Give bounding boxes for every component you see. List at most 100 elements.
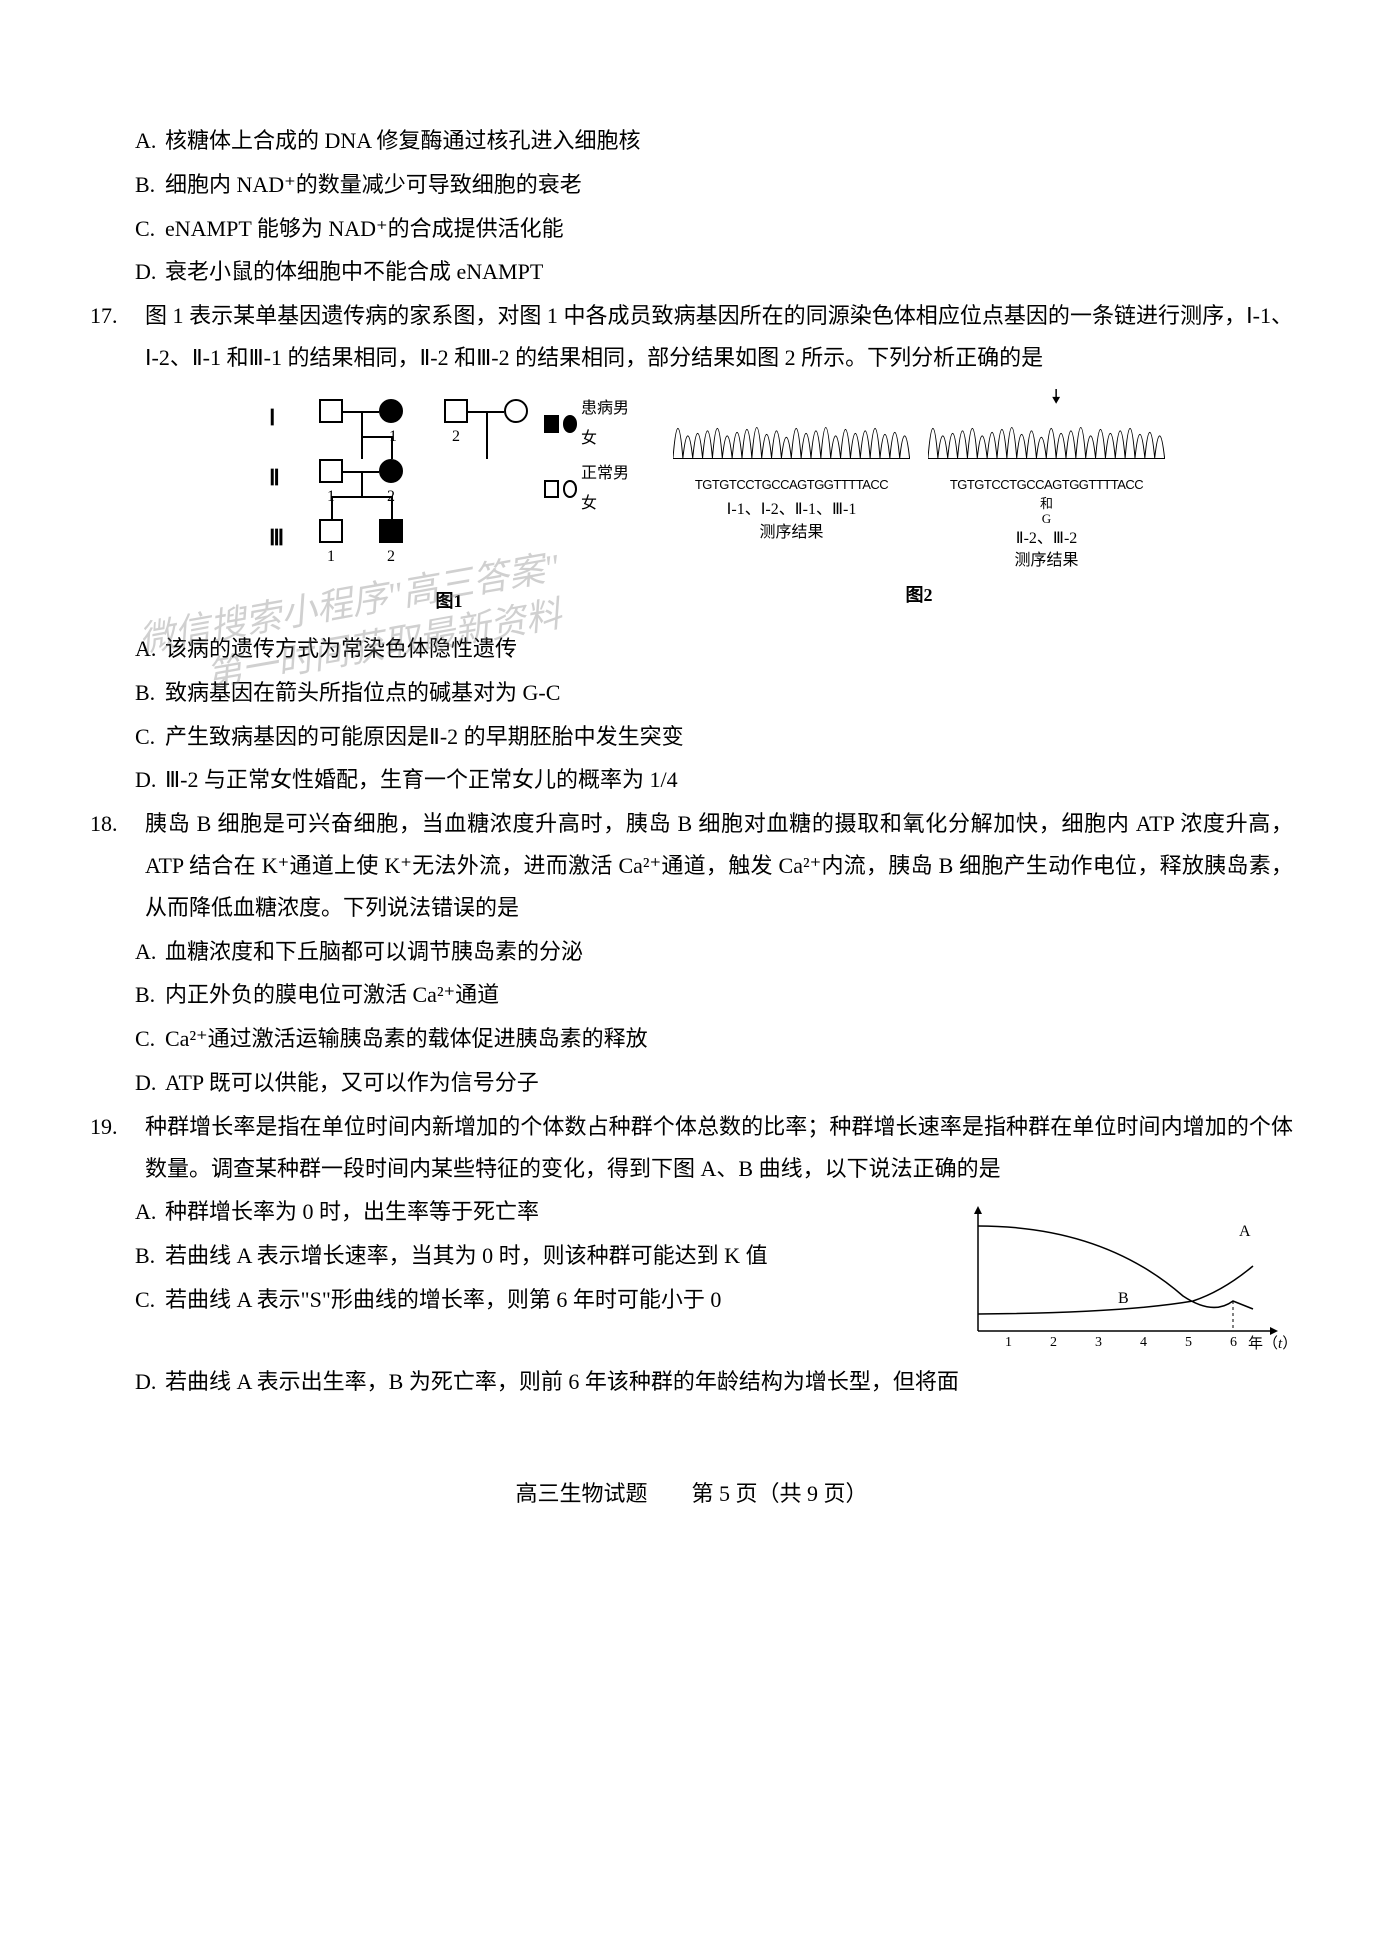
- gen-label-1: Ⅰ: [269, 397, 276, 439]
- q19-option-c: C. 若曲线 A 表示"S"形曲线的增长率，则第 6 年时可能小于 0: [135, 1279, 935, 1321]
- curve-a-label: A: [1239, 1223, 1251, 1240]
- legend-text: 正常男女: [581, 459, 629, 520]
- option-text: 细胞内 NAD⁺的数量减少可导致细胞的衰老: [165, 164, 582, 206]
- option-label: D.: [135, 251, 165, 293]
- pedigree-female-affected: [379, 459, 403, 483]
- gen-label-3: Ⅲ: [269, 517, 284, 559]
- option-label: B.: [135, 164, 165, 206]
- option-text: 内正外负的膜电位可激活 Ca²⁺通道: [165, 974, 499, 1016]
- option-text: 血糖浓度和下丘脑都可以调节胰岛素的分泌: [165, 931, 583, 973]
- rate-chart-svg: A B 1 2 3 4 5 6 年（t）: [963, 1201, 1293, 1361]
- option-label: D.: [135, 1361, 165, 1403]
- q19-option-a: A. 种群增长率为 0 时，出生率等于死亡率: [135, 1191, 953, 1233]
- option-label: A.: [135, 628, 165, 670]
- figure-1-pedigree: Ⅰ 1 2 Ⅱ 1 2 Ⅲ: [269, 389, 629, 618]
- num: 1: [327, 542, 335, 572]
- q16-option-c: C. eNAMPT 能够为 NAD⁺的合成提供活化能: [135, 208, 1293, 250]
- figure-2-sequencing: TGTGTCCTGCCAGTGGTTTTACC Ⅰ-1、Ⅰ-2、Ⅱ-1、Ⅲ-1 …: [669, 389, 1169, 618]
- option-text: 种群增长率为 0 时，出生率等于死亡率: [165, 1191, 539, 1233]
- q17-figures: Ⅰ 1 2 Ⅱ 1 2 Ⅲ: [145, 389, 1293, 618]
- question-number: 18.: [90, 803, 145, 928]
- seq-annotation: 和G: [924, 497, 1169, 526]
- pedigree-male: [319, 399, 343, 423]
- option-label: B.: [135, 1235, 165, 1277]
- option-label: B.: [135, 672, 165, 714]
- svg-text:2: 2: [1050, 1335, 1057, 1350]
- option-label: D.: [135, 759, 165, 801]
- seq-text: TGTGTCCTGCCAGTGGTTTTACC: [924, 473, 1169, 498]
- q19-header: 19. 种群增长率是指在单位时间内新增加的个体数占种群个体总数的比率；种群增长速…: [90, 1106, 1293, 1190]
- option-text: 核糖体上合成的 DNA 修复酶通过核孔进入细胞核: [165, 120, 640, 162]
- q18-option-a: A. 血糖浓度和下丘脑都可以调节胰岛素的分泌: [135, 931, 1293, 973]
- option-text: eNAMPT 能够为 NAD⁺的合成提供活化能: [165, 208, 564, 250]
- option-label: C.: [135, 1279, 165, 1321]
- chromatogram-svg: [928, 389, 1165, 459]
- q18-header: 18. 胰岛 B 细胞是可兴奋细胞，当血糖浓度升高时，胰岛 B 细胞对血糖的摄取…: [90, 803, 1293, 928]
- option-text: 致病基因在箭头所指位点的碱基对为 G-C: [165, 672, 560, 714]
- q19-chart: A B 1 2 3 4 5 6 年（t）: [963, 1201, 1293, 1361]
- svg-text:1: 1: [1005, 1335, 1012, 1350]
- fig1-caption: 图1: [269, 584, 629, 618]
- legend-text: 患病男女: [581, 394, 629, 455]
- q16-option-a: A. 核糖体上合成的 DNA 修复酶通过核孔进入细胞核: [135, 120, 1293, 162]
- gen-label-2: Ⅱ: [269, 457, 280, 499]
- q17-option-a: A. 该病的遗传方式为常染色体隐性遗传: [135, 628, 1293, 670]
- page-footer: 高三生物试题 第 5 页（共 9 页）: [90, 1473, 1293, 1515]
- option-text: 该病的遗传方式为常染色体隐性遗传: [165, 628, 517, 670]
- svg-text:6: 6: [1230, 1335, 1237, 1350]
- q17-option-d: D. Ⅲ-2 与正常女性婚配，生育一个正常女儿的概率为 1/4: [135, 759, 1293, 801]
- chromatogram-svg: [673, 389, 910, 459]
- q16-option-d: D. 衰老小鼠的体细胞中不能合成 eNAMPT: [135, 251, 1293, 293]
- option-label: A.: [135, 120, 165, 162]
- num: 2: [452, 422, 460, 452]
- seq-label: Ⅰ-1、Ⅰ-2、Ⅱ-1、Ⅲ-1 测序结果: [669, 499, 914, 544]
- seq-chart-1: TGTGTCCTGCCAGTGGTTTTACC Ⅰ-1、Ⅰ-2、Ⅱ-1、Ⅲ-1 …: [669, 389, 914, 573]
- option-label: C.: [135, 1018, 165, 1060]
- fig2-caption: 图2: [669, 578, 1169, 612]
- svg-text:年（t）: 年（t）: [1248, 1335, 1293, 1352]
- option-text: 若曲线 A 表示"S"形曲线的增长率，则第 6 年时可能小于 0: [165, 1279, 721, 1321]
- svg-text:4: 4: [1140, 1335, 1147, 1350]
- q18-option-b: B. 内正外负的膜电位可激活 Ca²⁺通道: [135, 974, 1293, 1016]
- question-text: 种群增长率是指在单位时间内新增加的个体数占种群个体总数的比率；种群增长速率是指种…: [145, 1106, 1293, 1190]
- question-text: 胰岛 B 细胞是可兴奋细胞，当血糖浓度升高时，胰岛 B 细胞对血糖的摄取和氧化分…: [145, 803, 1293, 928]
- pedigree-male: [319, 459, 343, 483]
- q17-header: 17. 图 1 表示某单基因遗传病的家系图，对图 1 中各成员致病基因所在的同源…: [90, 295, 1293, 379]
- option-label: C.: [135, 208, 165, 250]
- option-label: A.: [135, 1191, 165, 1233]
- option-label: A.: [135, 931, 165, 973]
- pedigree-female: [504, 399, 528, 423]
- pedigree-male: [319, 519, 343, 543]
- seq-label: Ⅱ-2、Ⅲ-2 测序结果: [924, 528, 1169, 573]
- svg-text:5: 5: [1185, 1335, 1192, 1350]
- option-text: ATP 既可以供能，又可以作为信号分子: [165, 1062, 539, 1104]
- question-text: 图 1 表示某单基因遗传病的家系图，对图 1 中各成员致病基因所在的同源染色体相…: [145, 295, 1293, 379]
- curve-b-label: B: [1118, 1290, 1129, 1307]
- option-text: 若曲线 A 表示出生率，B 为死亡率，则前 6 年该种群的年龄结构为增长型，但将…: [165, 1361, 959, 1403]
- option-text: Ca²⁺通过激活运输胰岛素的载体促进胰岛素的释放: [165, 1018, 648, 1060]
- seq-chart-2: TGTGTCCTGCCAGTGGTTTTACC 和G Ⅱ-2、Ⅲ-2 测序结果: [924, 389, 1169, 573]
- option-label: C.: [135, 716, 165, 758]
- q17-option-c: C. 产生致病基因的可能原因是Ⅱ-2 的早期胚胎中发生突变: [135, 716, 1293, 758]
- seq-text: TGTGTCCTGCCAGTGGTTTTACC: [669, 473, 914, 498]
- q19-option-d: D. 若曲线 A 表示出生率，B 为死亡率，则前 6 年该种群的年龄结构为增长型…: [135, 1361, 1293, 1403]
- option-label: D.: [135, 1062, 165, 1104]
- q17-option-b: B. 致病基因在箭头所指位点的碱基对为 G-C: [135, 672, 1293, 714]
- num: 2: [387, 542, 395, 572]
- option-text: 若曲线 A 表示增长速率，当其为 0 时，则该种群可能达到 K 值: [165, 1235, 768, 1277]
- pedigree-female-affected: [379, 399, 403, 423]
- pedigree-male: [444, 399, 468, 423]
- option-text: Ⅲ-2 与正常女性婚配，生育一个正常女儿的概率为 1/4: [165, 759, 678, 801]
- question-number: 19.: [90, 1106, 145, 1190]
- q16-option-b: B. 细胞内 NAD⁺的数量减少可导致细胞的衰老: [135, 164, 1293, 206]
- option-text: 产生致病基因的可能原因是Ⅱ-2 的早期胚胎中发生突变: [165, 716, 684, 758]
- q18-option-d: D. ATP 既可以供能，又可以作为信号分子: [135, 1062, 1293, 1104]
- legend-affected: 患病男女: [544, 394, 629, 455]
- option-label: B.: [135, 974, 165, 1016]
- q19-option-b: B. 若曲线 A 表示增长速率，当其为 0 时，则该种群可能达到 K 值: [135, 1235, 935, 1277]
- legend-normal: 正常男女: [544, 459, 629, 520]
- pedigree-male-affected: [379, 519, 403, 543]
- question-number: 17.: [90, 295, 145, 379]
- svg-text:3: 3: [1095, 1335, 1102, 1350]
- option-text: 衰老小鼠的体细胞中不能合成 eNAMPT: [165, 251, 543, 293]
